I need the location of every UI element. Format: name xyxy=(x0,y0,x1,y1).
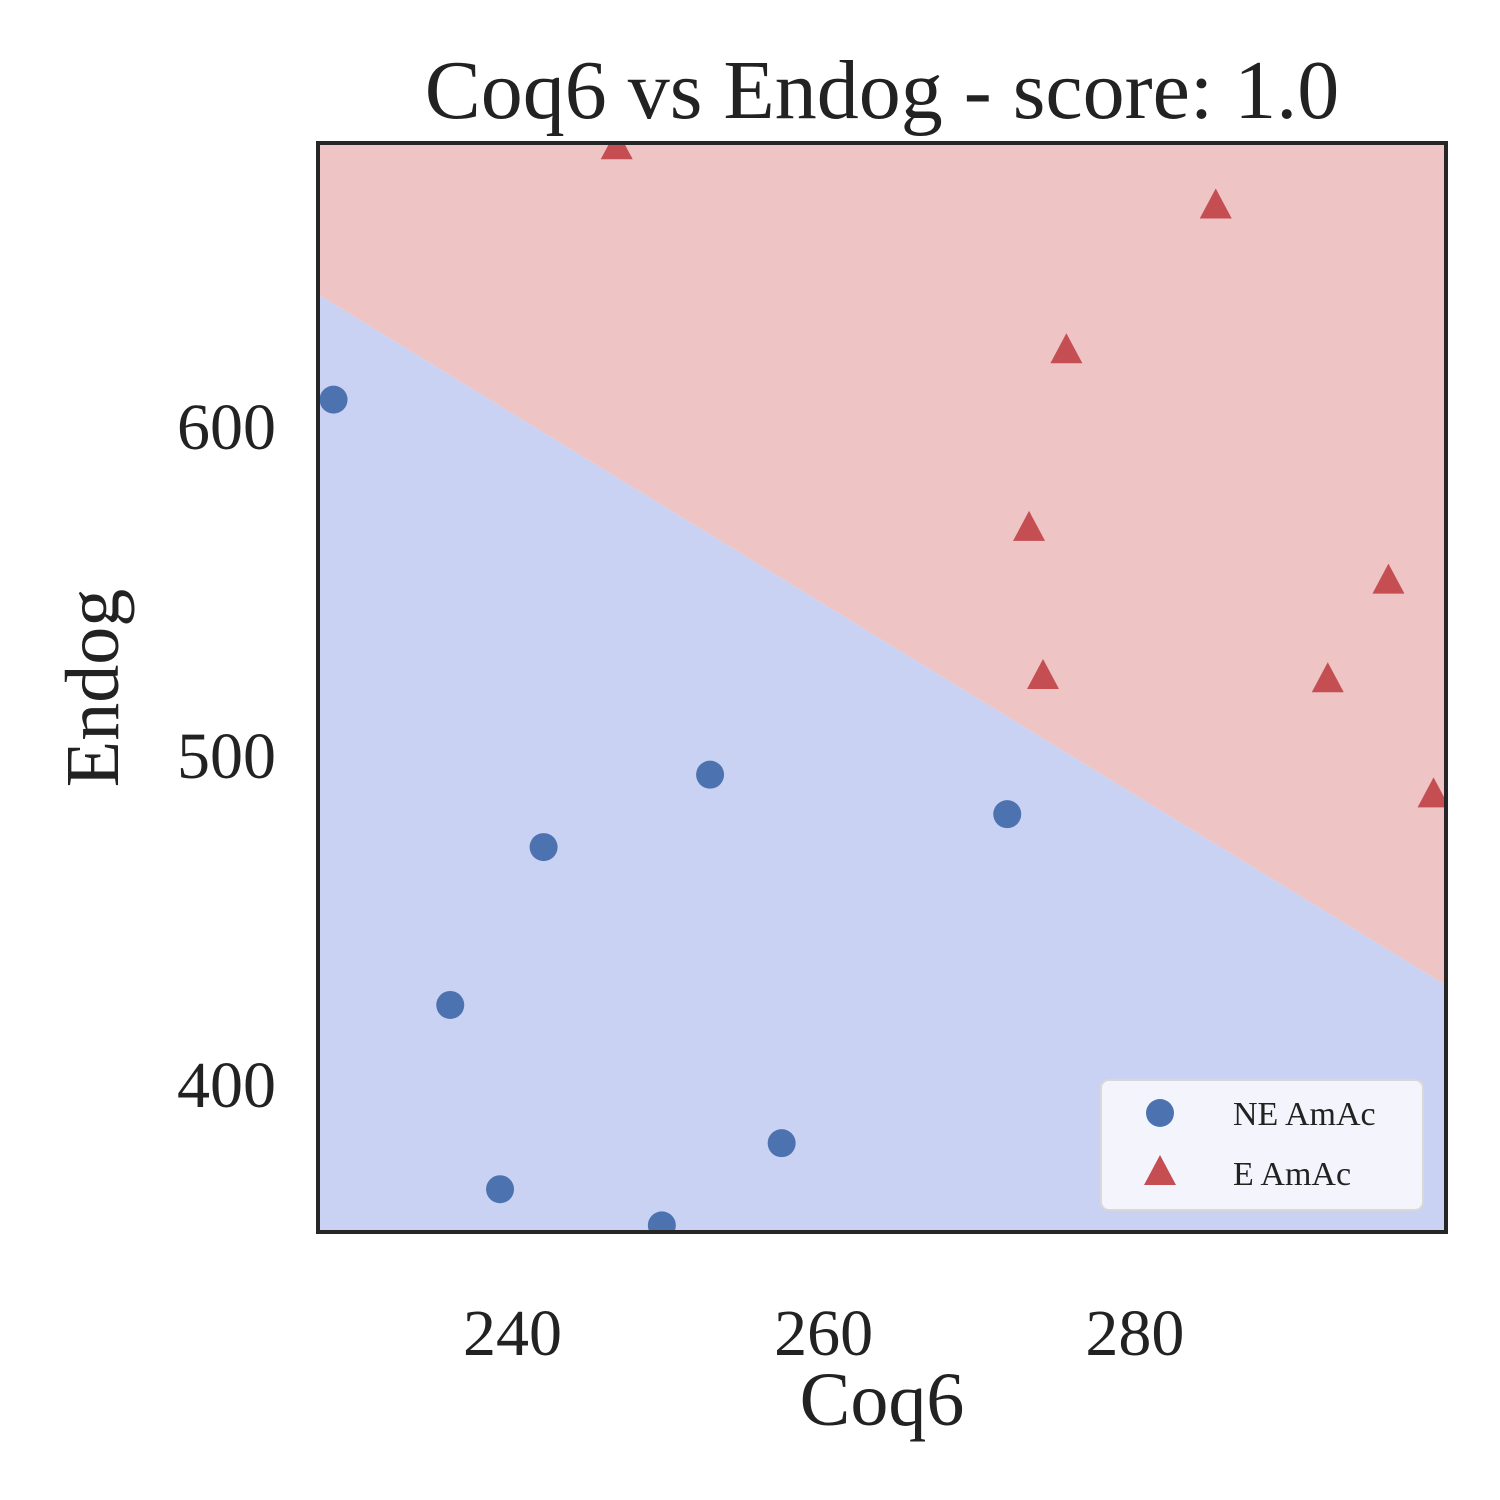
data-points xyxy=(319,143,1446,1232)
e-point-0 xyxy=(600,143,633,160)
legend-box xyxy=(1100,1079,1424,1211)
ne-point-7 xyxy=(647,1211,676,1232)
ne-point-0 xyxy=(319,385,348,414)
y-axis-label: Endog xyxy=(51,589,135,787)
y-axis-ticks: 400 500 600 xyxy=(177,391,276,1122)
legend-marker-ne xyxy=(1146,1099,1174,1127)
ne-point-1 xyxy=(696,760,725,789)
chart-title: Coq6 vs Endog - score: 1.0 xyxy=(425,44,1340,137)
ne-point-6 xyxy=(486,1175,515,1204)
legend: NE AmAc E AmAc xyxy=(1100,1079,1424,1211)
x-tick-label: 260 xyxy=(774,1297,873,1370)
e-point-2 xyxy=(1050,333,1083,364)
e-point-3 xyxy=(1013,510,1046,541)
x-tick-label: 240 xyxy=(463,1297,562,1370)
e-point-6 xyxy=(1311,662,1344,693)
x-tick-label: 280 xyxy=(1085,1297,1184,1370)
plot-area xyxy=(318,143,1446,1232)
e-point-4 xyxy=(1372,563,1405,594)
legend-label-e: E AmAc xyxy=(1233,1156,1351,1193)
e-point-5 xyxy=(1027,658,1060,689)
e-point-7 xyxy=(1417,777,1446,808)
decision-region-ne xyxy=(318,294,1446,1232)
legend-marker-e xyxy=(1144,1155,1176,1185)
y-tick-label: 600 xyxy=(177,391,276,464)
plot-frame xyxy=(316,141,1448,1234)
y-tick-label: 400 xyxy=(177,1049,276,1122)
legend-label-ne: NE AmAc xyxy=(1233,1096,1376,1133)
e-point-1 xyxy=(1199,188,1232,219)
y-tick-label: 500 xyxy=(177,720,276,793)
ne-point-3 xyxy=(993,800,1022,829)
ne-point-2 xyxy=(529,833,558,862)
x-axis-label: Coq6 xyxy=(800,1358,965,1442)
ne-point-5 xyxy=(767,1129,796,1158)
decision-region-e xyxy=(318,143,1446,986)
x-axis-ticks: 240 260 280 xyxy=(463,1297,1184,1370)
ne-point-4 xyxy=(436,990,465,1019)
